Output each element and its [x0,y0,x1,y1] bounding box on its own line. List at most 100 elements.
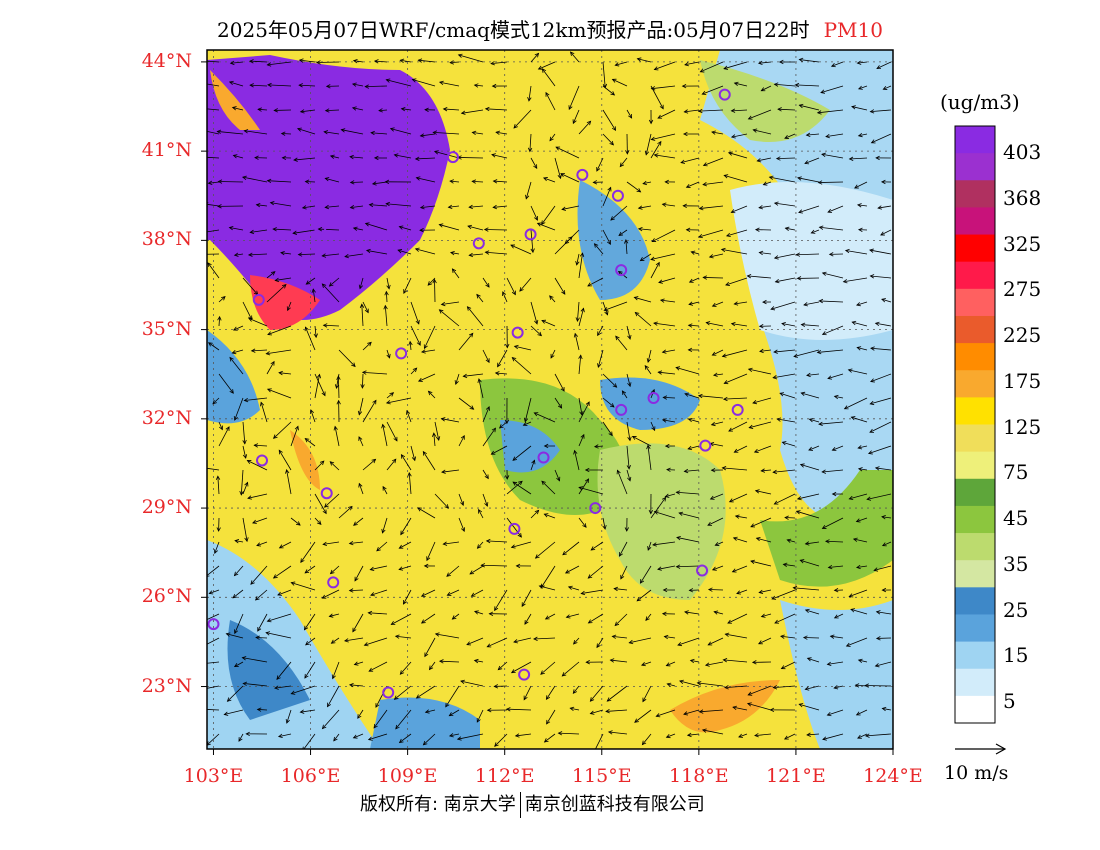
wind-arrow [593,243,604,255]
wind-arrow [543,733,556,743]
wind-arrow [687,323,700,328]
wind-arrow [367,610,388,616]
wind-arrow [519,277,532,292]
wind-arrow [818,298,844,304]
wind-arrow [830,61,844,68]
wind-arrow [545,685,556,701]
wind-arrow [358,277,364,290]
wind-arrow [650,496,667,519]
wind-arrow [256,707,268,712]
wind-arrow [881,298,892,303]
wind-arrow [482,469,489,480]
wind-arrow [855,709,868,716]
lon-label: 121°E [766,765,826,787]
wind-arrow [584,467,604,473]
legend-label: 5 [1003,689,1016,713]
wind-arrow [510,244,532,255]
wind-arrow [207,565,220,577]
wind-arrow [362,458,377,471]
wind-arrow [666,467,676,472]
wind-arrow [711,565,724,571]
wind-arrow [490,445,508,455]
wind-arrow [652,541,676,547]
legend-swatch [955,207,995,236]
wind-arrow [851,105,868,111]
legend-swatch [955,180,995,208]
legend-swatch [955,397,995,425]
wind-arrow [474,610,484,615]
wind-arrow [702,181,724,187]
wind-arrow [578,120,592,135]
wind-arrow [207,707,220,712]
wind-arrow [438,223,460,231]
wind-arrow [502,291,508,303]
wind-arrow [602,301,609,316]
wind-arrow [265,349,292,356]
wind-arrow [697,393,724,399]
variable-name: PM10 [823,18,883,42]
wind-arrow [218,295,226,303]
wind-arrow [417,507,436,519]
wind-arrow [313,325,318,339]
jiangxi-green-zone [597,443,726,600]
wind-arrow [353,517,364,526]
wind-arrow [438,309,460,327]
wind-arrow [328,277,340,287]
wind-arrow [530,509,540,519]
wind-arrow [357,397,364,416]
wind-arrow [336,399,341,423]
wind-arrow [309,409,316,423]
wind-arrow [248,317,268,327]
wind-arrow [486,637,508,648]
wind-arrow [626,181,642,193]
wind-arrow [651,229,676,242]
wind-arrow [302,733,316,749]
wind-arrow [772,685,796,690]
wind-arrow [266,284,287,303]
wind-arrow [701,85,724,95]
wind-arrow [578,354,583,375]
city-marker [511,326,524,339]
wind-arrow [212,397,220,405]
wind-arrow [257,107,268,112]
wind-arrow [208,589,220,595]
wind-arrow [448,733,460,738]
wind-arrow [664,179,676,185]
wind-arrow [833,613,844,619]
wind-arrow [802,635,820,640]
wind-arrow [381,423,388,447]
wind-arrow [241,175,268,183]
wind-arrow [804,608,820,615]
wind-arrow [554,236,573,255]
wind-arrow [510,541,532,549]
wind-arrow [821,152,844,159]
wind-arrow [265,631,292,639]
wind-arrow [642,685,652,703]
wind-arrow [207,733,220,746]
wind-arrow [592,180,604,185]
lon-label: 112°E [474,765,535,787]
wind-arrow [428,661,436,671]
wind-arrow [348,682,364,688]
wind-arrow [720,247,748,255]
wind-arrow [798,103,820,111]
wind-arrow [875,155,892,161]
wind-arrow [331,661,340,680]
wind-arrow [373,155,388,161]
wind-arrow [354,565,364,582]
wind-arrow [798,205,820,214]
wind-arrow [484,106,508,112]
wind-arrow [554,469,561,482]
wind-arrow [866,493,892,501]
wind-arrow [250,565,268,585]
wind-arrow [675,564,700,569]
wind-arrow [596,157,604,172]
wind-arrow [644,133,652,156]
wind-arrow [808,418,820,423]
wind-arrow [876,61,892,70]
wind-arrow [348,588,364,593]
wind-arrow [780,634,796,639]
wind-arrow [684,392,700,399]
wind-arrow [613,586,628,592]
wind-arrow [833,685,844,690]
